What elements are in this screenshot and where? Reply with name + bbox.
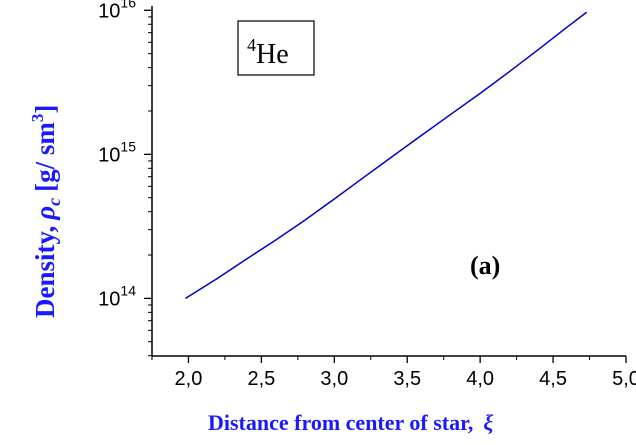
- y-axis-title: Density, ρc [g/ sm3]: [28, 105, 64, 318]
- series-group: [185, 11, 588, 300]
- x-tick-label: 3,0: [320, 368, 348, 390]
- y-tick-label: 1015: [98, 138, 136, 166]
- series-line-0: [185, 11, 588, 300]
- x-axis-symbol: ξ: [483, 410, 493, 435]
- x-axis-title-text: Distance from center of star,: [208, 410, 473, 435]
- x-tick-label: 4,0: [466, 368, 494, 390]
- x-tick-label: 2,0: [175, 368, 203, 390]
- y-axis-symbol: ρ: [30, 206, 60, 221]
- y-axis-symbol-subscript: c: [44, 198, 64, 206]
- species-label: 4He: [247, 35, 289, 70]
- species-symbol: He: [256, 39, 289, 70]
- ticks: 2,0 2,5 3,0 3,5 4,0 4,5 5,0 1014 1015 1016: [98, 0, 636, 390]
- y-axis-title-text: Density,: [30, 226, 60, 318]
- x-tick-label: 4,5: [539, 368, 567, 390]
- panel-label: (a): [470, 251, 500, 280]
- y-axis-units-close: ]: [30, 105, 60, 114]
- y-axis-units: [g/ sm: [30, 122, 60, 192]
- axes: [151, 6, 626, 357]
- x-tick-label: 2,5: [247, 368, 275, 390]
- x-axis-title: Distance from center of star, ξ: [208, 410, 493, 435]
- species-mass-number: 4: [247, 35, 256, 55]
- x-tick-label: 5,0: [612, 368, 636, 390]
- y-tick-label: 1014: [98, 282, 136, 310]
- y-tick-label: 1016: [98, 0, 136, 22]
- y-axis-units-exponent: 3: [28, 114, 47, 123]
- x-tick-label: 3,5: [393, 368, 421, 390]
- species-label-box: [237, 20, 315, 76]
